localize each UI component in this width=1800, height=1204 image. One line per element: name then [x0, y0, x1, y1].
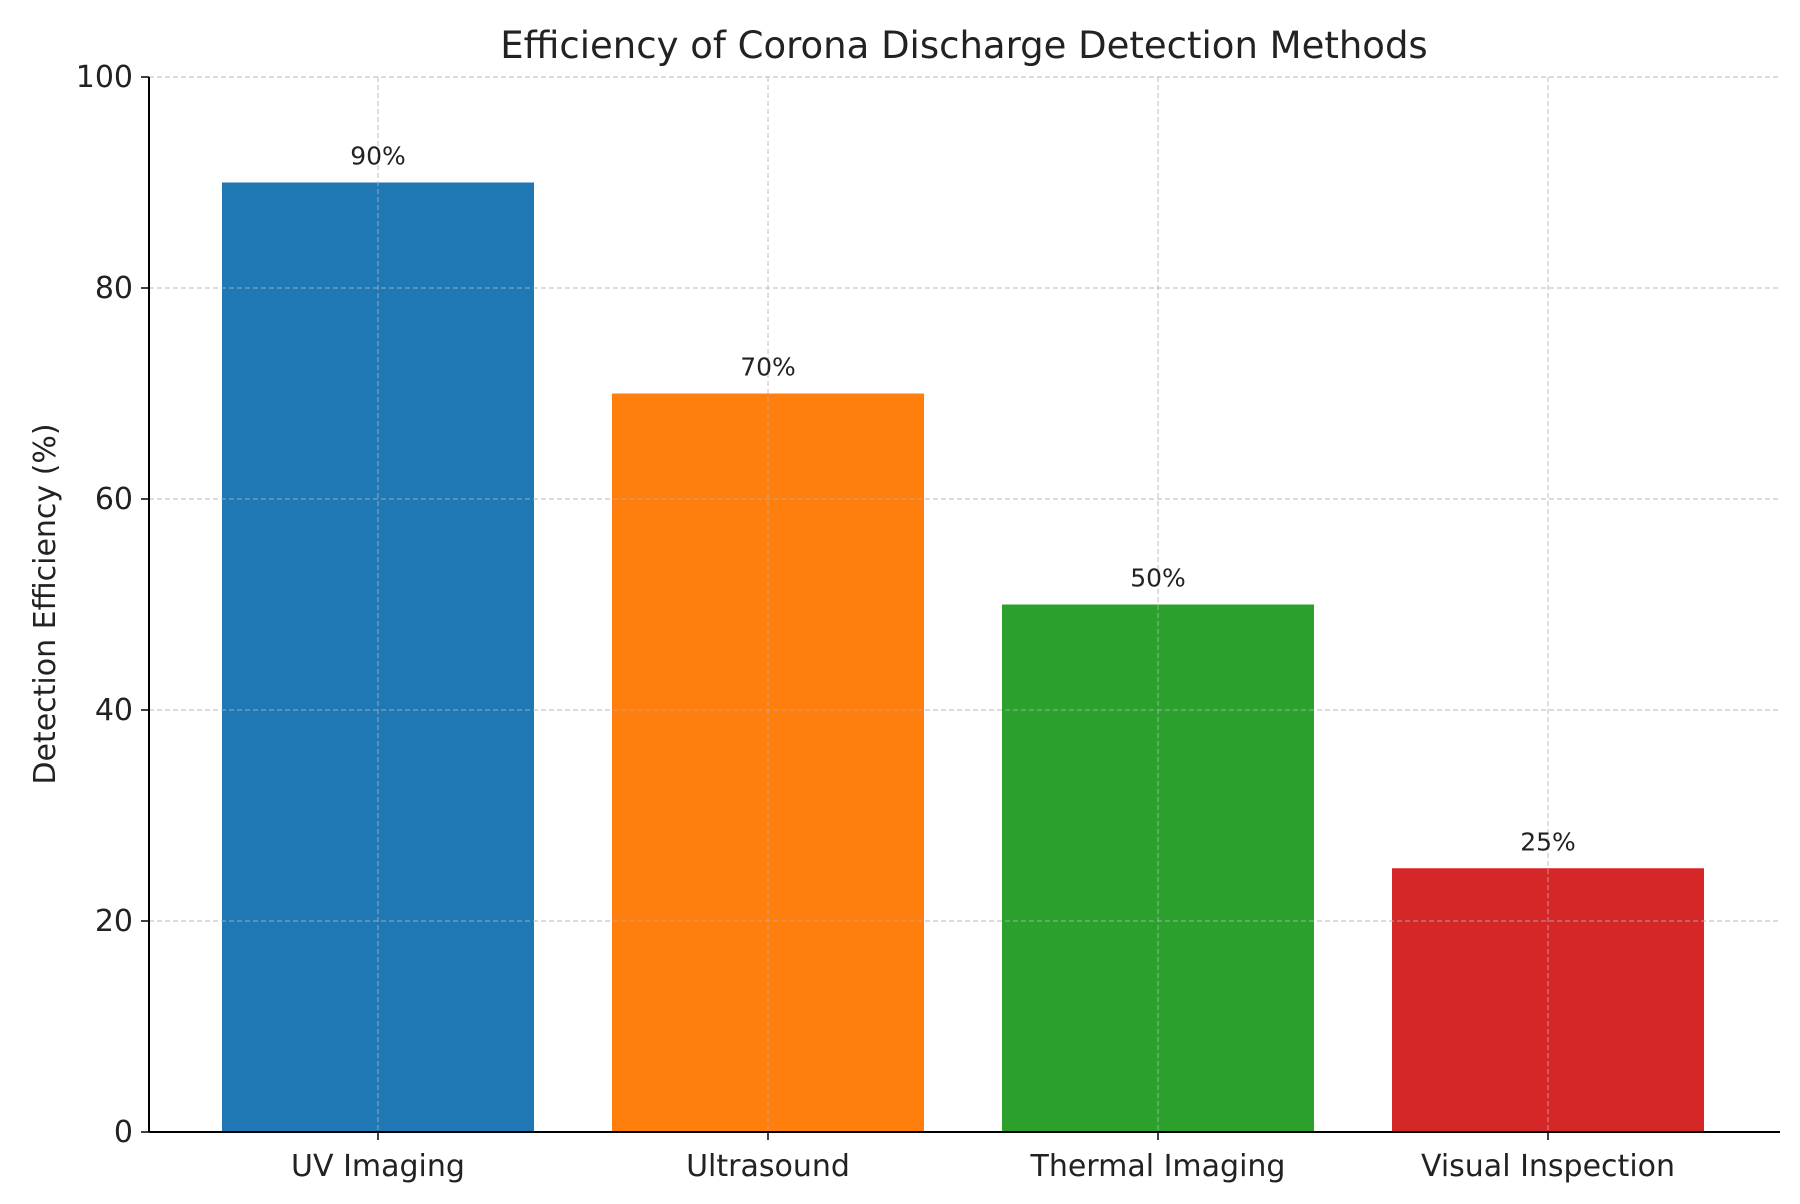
y-tick-label: 0	[114, 1115, 133, 1150]
data-label: 70%	[740, 353, 796, 382]
x-tick-label: Visual Inspection	[1421, 1149, 1675, 1184]
x-tick-label: Ultrasound	[686, 1149, 850, 1184]
y-tick-label: 100	[76, 60, 133, 95]
data-label: 90%	[350, 142, 406, 171]
data-label: 25%	[1520, 827, 1576, 856]
y-tick-label: 80	[95, 271, 133, 306]
bars	[222, 182, 1704, 1132]
data-label: 50%	[1130, 564, 1186, 593]
axes: 0 20 40 60 80 100 UV Imaging Ultrasound Thermal …	[76, 60, 1780, 1184]
bar	[1002, 604, 1314, 1132]
y-tick-label: 60	[95, 482, 133, 517]
y-tick-label: 20	[95, 904, 133, 939]
chart-title: Efficiency of Corona Discharge Detection…	[500, 24, 1427, 67]
data-labels: 90% 70% 50% 25%	[350, 142, 1576, 857]
y-tick-label: 40	[95, 693, 133, 728]
x-tick-label: Thermal Imaging	[1030, 1149, 1286, 1184]
x-tick-label: UV Imaging	[291, 1149, 465, 1184]
y-axis-label: Detection Efficiency (%)	[28, 423, 63, 784]
